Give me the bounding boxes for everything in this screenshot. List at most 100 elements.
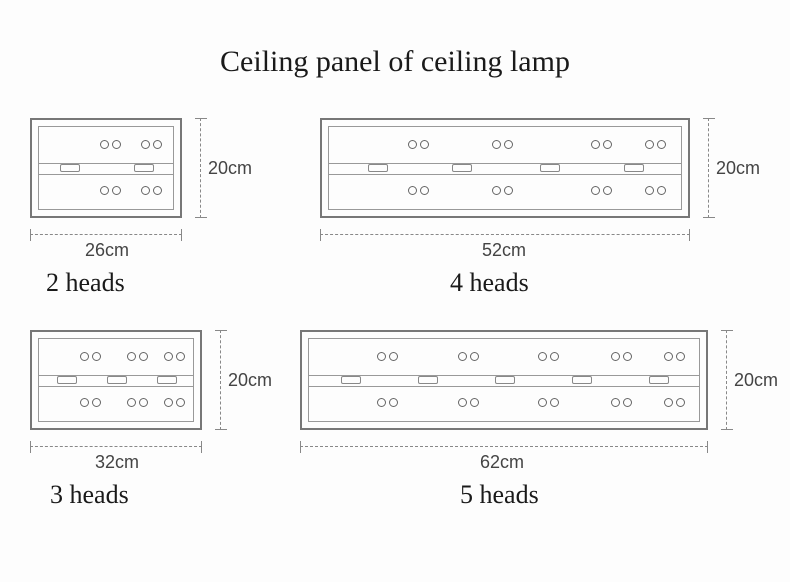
panel-p2 [30, 118, 182, 218]
heads-label: 2 heads [46, 268, 125, 298]
dimension-tick [30, 441, 31, 453]
mount-slot [157, 376, 177, 384]
screw-hole [100, 186, 109, 195]
dimension-height-label: 20cm [716, 158, 760, 179]
screw-hole [92, 398, 101, 407]
dimension-width-label: 52cm [482, 240, 526, 261]
screw-hole [112, 140, 121, 149]
screw-hole [377, 352, 386, 361]
page: Ceiling panel of ceiling lamp 26cm 20cm 2 … [0, 0, 790, 582]
mount-slot [624, 164, 644, 172]
screw-hole [492, 140, 501, 149]
mount-slot [57, 376, 77, 384]
heads-label: 3 heads [50, 480, 129, 510]
screw-hole [470, 352, 479, 361]
panel-p5 [300, 330, 708, 430]
screw-hole [504, 186, 513, 195]
dimension-tick [721, 429, 733, 430]
dimension-tick [195, 118, 207, 119]
panel-box [30, 330, 202, 430]
screw-hole [389, 352, 398, 361]
screw-hole [80, 352, 89, 361]
mount-slot [452, 164, 472, 172]
dimension-tick [195, 217, 207, 218]
dimension-height-line [708, 118, 709, 218]
screw-hole [458, 398, 467, 407]
panel-box [320, 118, 690, 218]
dimension-height-label: 20cm [208, 158, 252, 179]
screw-hole [504, 140, 513, 149]
dimension-tick [320, 229, 321, 241]
panel-p4 [320, 118, 690, 218]
screw-hole [176, 352, 185, 361]
dimension-height-label: 20cm [228, 370, 272, 391]
mount-slot [368, 164, 388, 172]
mount-slot [134, 164, 154, 172]
panel-box [30, 118, 182, 218]
screw-hole [176, 398, 185, 407]
screw-hole [139, 352, 148, 361]
screw-hole [664, 398, 673, 407]
dimension-width-label: 26cm [85, 240, 129, 261]
mount-slot [107, 376, 127, 384]
screw-hole [664, 352, 673, 361]
dimension-width-line [30, 234, 182, 235]
screw-hole [112, 186, 121, 195]
screw-hole [164, 398, 173, 407]
dimension-tick [201, 441, 202, 453]
screw-hole [164, 352, 173, 361]
mount-slot [649, 376, 669, 384]
screw-hole [389, 398, 398, 407]
dimension-tick [703, 217, 715, 218]
dimension-tick [689, 229, 690, 241]
mount-slot [495, 376, 515, 384]
mount-slot [572, 376, 592, 384]
heads-label: 5 heads [460, 480, 539, 510]
screw-hole [420, 140, 429, 149]
screw-hole [100, 140, 109, 149]
mount-slot [540, 164, 560, 172]
dimension-tick [721, 330, 733, 331]
panel-p3 [30, 330, 202, 430]
mount-slot [418, 376, 438, 384]
dimension-tick [707, 441, 708, 453]
panel-box [300, 330, 708, 430]
dimension-width-line [320, 234, 690, 235]
screw-hole [603, 140, 612, 149]
dimension-tick [181, 229, 182, 241]
dimension-tick [215, 429, 227, 430]
dimension-height-line [220, 330, 221, 430]
dimension-tick [300, 441, 301, 453]
dimension-tick [703, 118, 715, 119]
dimension-width-line [300, 446, 708, 447]
dimension-height-line [726, 330, 727, 430]
dimension-width-line [30, 446, 202, 447]
screw-hole [676, 398, 685, 407]
screw-hole [127, 352, 136, 361]
screw-hole [591, 140, 600, 149]
screw-hole [408, 186, 417, 195]
page-title: Ceiling panel of ceiling lamp [0, 45, 790, 79]
dimension-tick [215, 330, 227, 331]
dimension-width-label: 62cm [480, 452, 524, 473]
screw-hole [603, 186, 612, 195]
screw-hole [80, 398, 89, 407]
screw-hole [470, 398, 479, 407]
screw-hole [492, 186, 501, 195]
screw-hole [458, 352, 467, 361]
dimension-height-label: 20cm [734, 370, 778, 391]
mount-slot [60, 164, 80, 172]
mount-slot [341, 376, 361, 384]
screw-hole [676, 352, 685, 361]
dimension-height-line [200, 118, 201, 218]
screw-hole [127, 398, 136, 407]
dimension-width-label: 32cm [95, 452, 139, 473]
dimension-tick [30, 229, 31, 241]
screw-hole [420, 186, 429, 195]
screw-hole [377, 398, 386, 407]
screw-hole [92, 352, 101, 361]
screw-hole [408, 140, 417, 149]
screw-hole [591, 186, 600, 195]
heads-label: 4 heads [450, 268, 529, 298]
screw-hole [139, 398, 148, 407]
